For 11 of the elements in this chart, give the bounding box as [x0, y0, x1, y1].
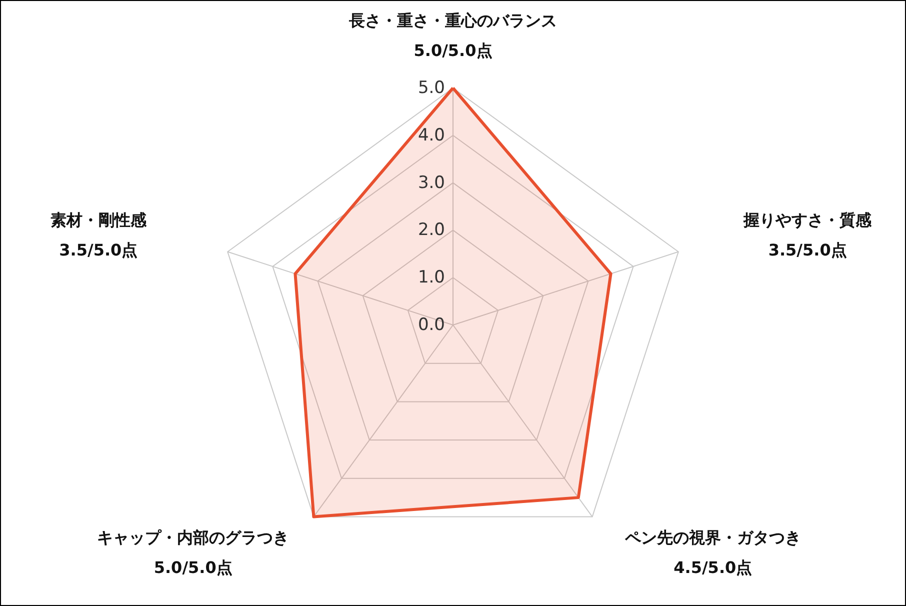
y-tick-label: 2.0	[418, 220, 445, 240]
spoke-label: ペン先の視界・ガタつき 4.5/5.0点	[624, 528, 801, 577]
y-tick-label: 3.0	[418, 172, 445, 193]
spoke-label: キャップ・内部のグラつき 5.0/5.0点	[97, 528, 290, 577]
y-tick-label: 4.0	[418, 125, 445, 146]
y-tick-label: 5.0	[418, 78, 445, 98]
spoke-label: 長さ・重さ・重心のバランス 5.0/5.0点	[348, 10, 557, 60]
y-tick-label: 1.0	[418, 268, 445, 288]
spoke-label: 素材・剛性感 3.5/5.0点	[50, 210, 148, 260]
spoke-label: 握りやすさ・質感 3.5/5.0点	[742, 210, 873, 260]
y-tick-label: 0.0	[418, 315, 445, 335]
